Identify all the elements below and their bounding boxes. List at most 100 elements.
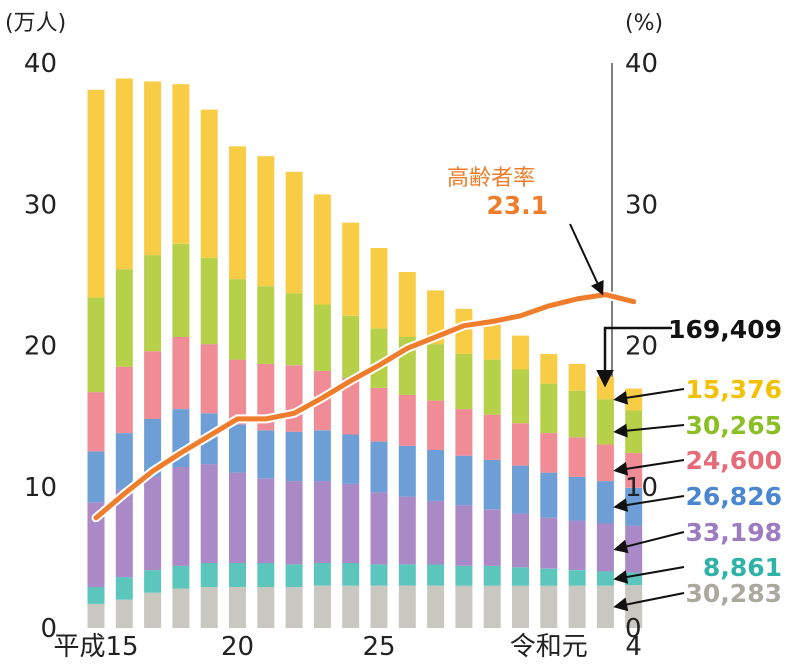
total-label: 169,409 xyxy=(668,315,782,344)
bar-segment xyxy=(427,585,445,628)
bar-segment xyxy=(144,351,162,419)
bar-segment xyxy=(512,465,529,514)
bar-segment xyxy=(455,409,473,456)
bar-segment xyxy=(596,399,614,445)
segment-value-label: 30,283 xyxy=(686,579,782,608)
bar-segment xyxy=(200,464,218,563)
bar-segment xyxy=(342,315,360,378)
bar-segment xyxy=(625,585,643,628)
bar-segment xyxy=(285,587,303,628)
bar-segment xyxy=(115,599,133,629)
bar-segment xyxy=(398,445,416,497)
bar-segment xyxy=(540,568,558,586)
bar-segment xyxy=(427,564,445,586)
bar-segment xyxy=(144,570,162,593)
x-tick-label: 平成15 xyxy=(53,632,138,662)
bar-segment xyxy=(313,194,331,305)
bar-segment xyxy=(427,400,445,450)
x-tick-label: 4 xyxy=(625,632,642,662)
bar-segment xyxy=(370,441,388,493)
left-axis-unit: (万人) xyxy=(5,11,66,36)
bar-segment xyxy=(342,222,360,316)
bar-segment xyxy=(172,337,190,409)
bar-segment xyxy=(172,588,190,628)
segment-pointer xyxy=(613,592,685,612)
bar-segment xyxy=(229,472,246,563)
bar-segment xyxy=(596,444,614,482)
segment-value-label: 8,861 xyxy=(703,553,782,582)
bar-segment xyxy=(370,248,388,329)
right-axis-ticks: 0 10 20 30 40 xyxy=(625,49,658,644)
bar-segment xyxy=(596,585,614,628)
bar-segment xyxy=(398,496,416,565)
bar-segment xyxy=(172,84,190,244)
bar-segment xyxy=(540,585,558,628)
bar-segment xyxy=(313,430,331,482)
bar-segment xyxy=(512,513,529,568)
bar-segment xyxy=(512,423,529,466)
bar-segment xyxy=(87,587,105,604)
bar-segment xyxy=(625,388,643,411)
bar-segment xyxy=(568,476,586,521)
bar-segment xyxy=(483,459,501,510)
bar-segment xyxy=(172,243,190,337)
segment-pointer xyxy=(613,531,685,554)
bar-segment xyxy=(512,335,529,370)
bar-segment xyxy=(257,478,275,564)
bar-segment xyxy=(342,585,360,628)
rate-line-title: 高齢者率 xyxy=(447,166,535,191)
rate-line-final-value: 23.1 xyxy=(486,191,548,220)
bar-segment xyxy=(144,255,162,352)
bar-segment xyxy=(200,563,218,587)
bar-segment xyxy=(229,563,246,587)
bar-segment xyxy=(512,567,529,586)
bar-segment xyxy=(427,344,445,401)
bar-segment xyxy=(540,433,558,473)
bar-segment xyxy=(625,525,643,573)
bar-segment xyxy=(87,604,105,628)
x-tick-label: 20 xyxy=(221,632,254,662)
rate-line-group xyxy=(91,290,639,523)
left-tick-label: 40 xyxy=(24,49,57,79)
x-tick-label: 25 xyxy=(362,632,395,662)
bar-segment xyxy=(398,272,416,337)
bar-segment xyxy=(115,269,133,367)
rate-line-pointer xyxy=(569,223,604,296)
bar-segment xyxy=(342,434,360,484)
bar-segment xyxy=(342,483,360,563)
bar-segment xyxy=(200,109,218,258)
segment-pointer xyxy=(613,423,685,438)
x-tick-label: 令和元 xyxy=(510,632,588,662)
bar-segment xyxy=(144,419,162,477)
bar-segment xyxy=(370,492,388,565)
bar-segment xyxy=(483,509,501,566)
bar-segment xyxy=(115,433,133,490)
bar-segment xyxy=(568,437,586,477)
bar-segment xyxy=(625,453,643,488)
bar-segment xyxy=(144,476,162,571)
bar-segment xyxy=(229,279,246,360)
segment-value-label: 24,600 xyxy=(686,446,782,475)
bar-segment xyxy=(87,392,105,452)
bar-segment xyxy=(200,257,218,345)
bar-segment xyxy=(87,451,105,503)
bar-segment xyxy=(596,523,614,572)
total-pointer xyxy=(596,326,672,388)
bar-segment xyxy=(455,585,473,628)
bar-segment xyxy=(115,78,133,270)
bar-segment xyxy=(257,156,275,287)
bar-segment xyxy=(427,450,445,501)
bar-segment xyxy=(568,520,586,570)
segment-value-label: 26,826 xyxy=(686,482,782,511)
bar-segment xyxy=(398,394,416,446)
bar-segment xyxy=(285,171,303,294)
bar-segment xyxy=(285,293,303,366)
left-tick-label: 30 xyxy=(24,190,57,220)
bar-segment xyxy=(370,328,388,388)
bar-segment xyxy=(512,369,529,424)
bar-segment xyxy=(540,472,558,518)
bar-segment xyxy=(115,489,133,578)
bar-segment xyxy=(115,577,133,600)
stacked-bars xyxy=(87,78,643,629)
